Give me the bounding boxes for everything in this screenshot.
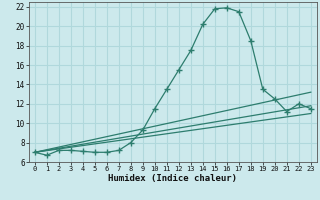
X-axis label: Humidex (Indice chaleur): Humidex (Indice chaleur) — [108, 174, 237, 183]
